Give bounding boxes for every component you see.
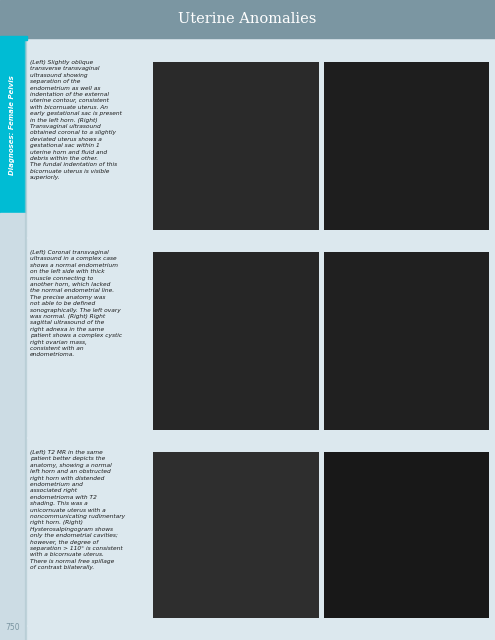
Bar: [324, 252, 489, 430]
Text: 750: 750: [5, 623, 20, 632]
Bar: [0, 213, 25, 640]
Bar: [0, 0, 495, 38]
Bar: [0, 36, 27, 40]
Text: (Left) Coronal transvaginal
ultrasound in a complex case
shows a normal endometr: (Left) Coronal transvaginal ultrasound i…: [30, 250, 122, 357]
Text: Diagnoses: Female Pelvis: Diagnoses: Female Pelvis: [9, 76, 15, 175]
Bar: [153, 252, 318, 430]
Bar: [153, 452, 318, 618]
Bar: [324, 452, 489, 618]
Bar: [153, 62, 318, 230]
Bar: [324, 62, 489, 230]
Text: Uterine Anomalies: Uterine Anomalies: [178, 12, 317, 26]
Text: (Left) Slightly oblique
transverse transvaginal
ultrasound showing
separation of: (Left) Slightly oblique transverse trans…: [30, 60, 122, 180]
Text: (Left) T2 MR in the same
patient better depicts the
anatomy, showing a normal
le: (Left) T2 MR in the same patient better …: [30, 450, 125, 570]
Bar: [0, 38, 25, 213]
Bar: [25, 38, 26, 640]
